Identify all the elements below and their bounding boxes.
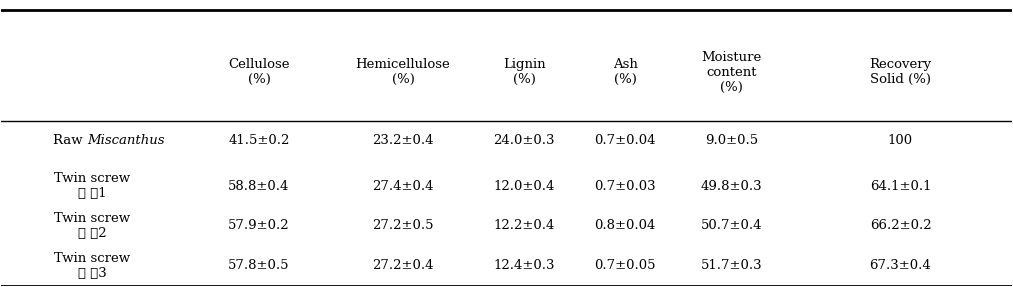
Text: 0.7±0.04: 0.7±0.04: [595, 134, 656, 147]
Text: Recovery
Solid (%): Recovery Solid (%): [869, 59, 932, 86]
Text: 64.1±0.1: 64.1±0.1: [870, 180, 931, 193]
Text: Hemicellulose
(%): Hemicellulose (%): [356, 59, 451, 86]
Text: Cellulose
(%): Cellulose (%): [228, 59, 290, 86]
Text: Twin screw
배 열1: Twin screw 배 열1: [55, 172, 131, 200]
Text: 0.7±0.05: 0.7±0.05: [595, 259, 656, 272]
Text: 51.7±0.3: 51.7±0.3: [700, 259, 762, 272]
Text: 9.0±0.5: 9.0±0.5: [705, 134, 758, 147]
Text: 100: 100: [888, 134, 913, 147]
Text: Miscanthus: Miscanthus: [87, 134, 165, 147]
Text: Moisture
content
(%): Moisture content (%): [701, 51, 762, 94]
Text: 12.0±0.4: 12.0±0.4: [493, 180, 555, 193]
Text: 57.8±0.5: 57.8±0.5: [228, 259, 290, 272]
Text: 27.2±0.4: 27.2±0.4: [372, 259, 434, 272]
Text: 0.7±0.03: 0.7±0.03: [595, 180, 656, 193]
Text: 66.2±0.2: 66.2±0.2: [870, 220, 931, 232]
Text: 57.9±0.2: 57.9±0.2: [228, 220, 290, 232]
Text: 41.5±0.2: 41.5±0.2: [228, 134, 290, 147]
Text: 58.8±0.4: 58.8±0.4: [228, 180, 290, 193]
Text: Lignin
(%): Lignin (%): [502, 59, 545, 86]
Text: 24.0±0.3: 24.0±0.3: [493, 134, 555, 147]
Text: Twin screw
배 열2: Twin screw 배 열2: [55, 212, 131, 240]
Text: 12.4±0.3: 12.4±0.3: [493, 259, 555, 272]
Text: 27.2±0.5: 27.2±0.5: [372, 220, 434, 232]
Text: 50.7±0.4: 50.7±0.4: [701, 220, 762, 232]
Text: 27.4±0.4: 27.4±0.4: [372, 180, 434, 193]
Text: 67.3±0.4: 67.3±0.4: [869, 259, 931, 272]
Text: 23.2±0.4: 23.2±0.4: [372, 134, 434, 147]
Text: 0.8±0.04: 0.8±0.04: [595, 220, 655, 232]
Text: 49.8±0.3: 49.8±0.3: [700, 180, 762, 193]
Text: 12.2±0.4: 12.2±0.4: [493, 220, 555, 232]
Text: Ash
(%): Ash (%): [613, 59, 637, 86]
Text: Twin screw
배 열3: Twin screw 배 열3: [55, 252, 131, 280]
Text: Raw: Raw: [54, 134, 87, 147]
